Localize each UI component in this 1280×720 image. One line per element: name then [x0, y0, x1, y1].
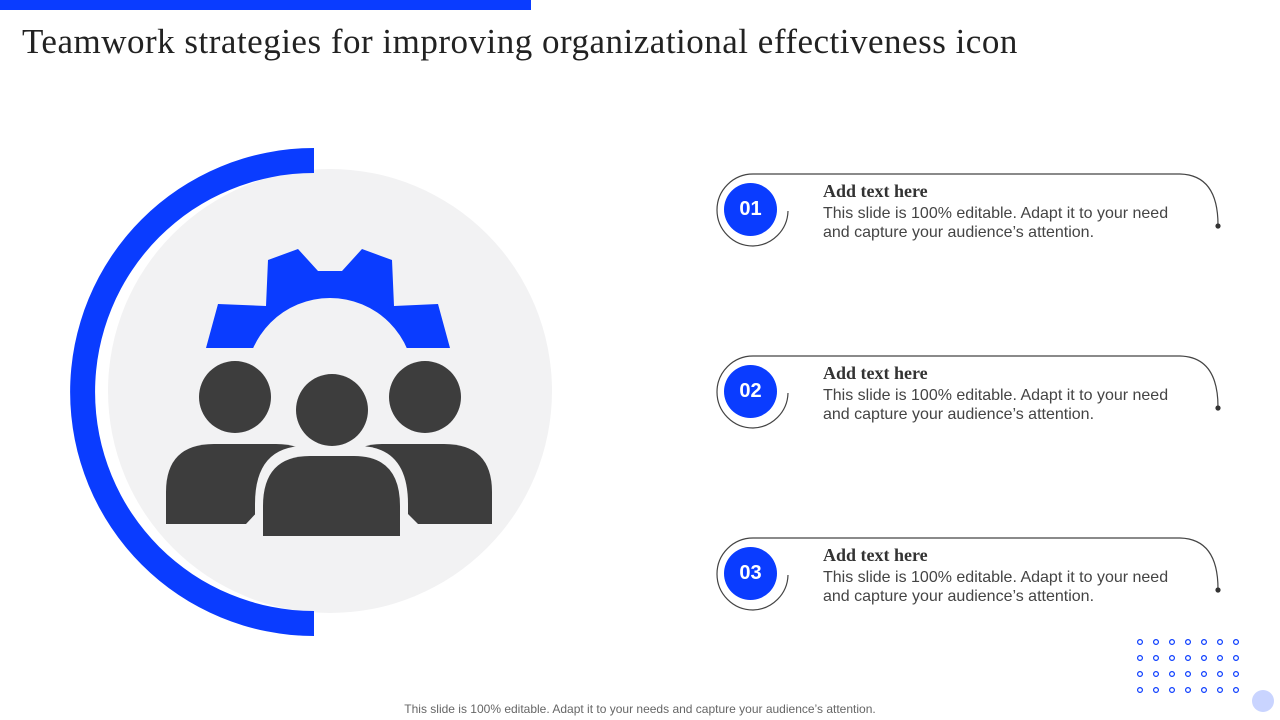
grid-dot: [1216, 655, 1223, 662]
item-heading: Add text here: [823, 181, 928, 201]
grid-dot: [1153, 670, 1160, 677]
item-heading: Add text here: [823, 545, 928, 565]
grid-dot: [1232, 686, 1239, 693]
step-number-badge: 03: [724, 547, 777, 600]
item-heading: Add text here: [823, 363, 928, 383]
grid-dot: [1136, 655, 1144, 662]
top-accent-bar: [0, 0, 531, 10]
right-person-head: [389, 361, 461, 433]
grid-dot: [1153, 655, 1160, 662]
grid-dot: [1136, 686, 1144, 693]
item-description: This slide is 100% editable. Adapt it to…: [823, 569, 1169, 605]
grid-dot: [1168, 670, 1175, 677]
grid-dot: [1232, 655, 1239, 662]
step-number-badge: 01: [724, 183, 777, 236]
grid-dot: [1232, 638, 1239, 646]
list-item-3: 03 Add text here This slide is 100% edit…: [710, 537, 1230, 617]
grid-dot: [1153, 638, 1160, 646]
center-person-body: [263, 456, 400, 536]
grid-dot: [1200, 686, 1207, 693]
grid-dot: [1136, 670, 1144, 677]
grid-dot: [1184, 686, 1191, 693]
center-person-head: [296, 374, 368, 446]
hero-accent-arc: [70, 148, 315, 636]
dot-grid-decoration: [1136, 638, 1239, 693]
team-people-icon: [166, 361, 492, 546]
grid-dot: [1200, 638, 1207, 646]
grid-dot: [1153, 686, 1160, 693]
list-item-1: 01 Add text here This slide is 100% edit…: [710, 173, 1230, 253]
step-number-badge: 02: [724, 365, 777, 418]
grid-dot: [1200, 670, 1207, 677]
grid-dot: [1216, 670, 1223, 677]
grid-dot: [1168, 686, 1175, 693]
grid-dot: [1168, 638, 1175, 646]
grid-dot: [1168, 655, 1175, 662]
item-description: This slide is 100% editable. Adapt it to…: [823, 387, 1169, 423]
slide-title: Teamwork strategies for improving organi…: [22, 22, 1018, 61]
item-frame-decoration: [716, 355, 1221, 429]
grid-dot: [1184, 638, 1191, 646]
grid-dot: [1184, 670, 1191, 677]
item-description: This slide is 100% editable. Adapt it to…: [823, 205, 1169, 241]
grid-dot: [1184, 655, 1191, 662]
footer-note: This slide is 100% editable. Adapt it to…: [404, 702, 876, 716]
grid-dot: [1216, 638, 1223, 646]
item-frame-decoration: [716, 173, 1221, 247]
grid-dot: [1232, 670, 1239, 677]
hero-graphic: [70, 148, 552, 636]
item-frame-decoration: [716, 537, 1221, 611]
grid-dot: [1200, 655, 1207, 662]
grid-dot: [1136, 638, 1144, 646]
list-item-2: 02 Add text here This slide is 100% edit…: [710, 355, 1230, 435]
grid-dot: [1216, 686, 1223, 693]
corner-circle-decoration: [1252, 690, 1274, 712]
left-person-head: [199, 361, 271, 433]
